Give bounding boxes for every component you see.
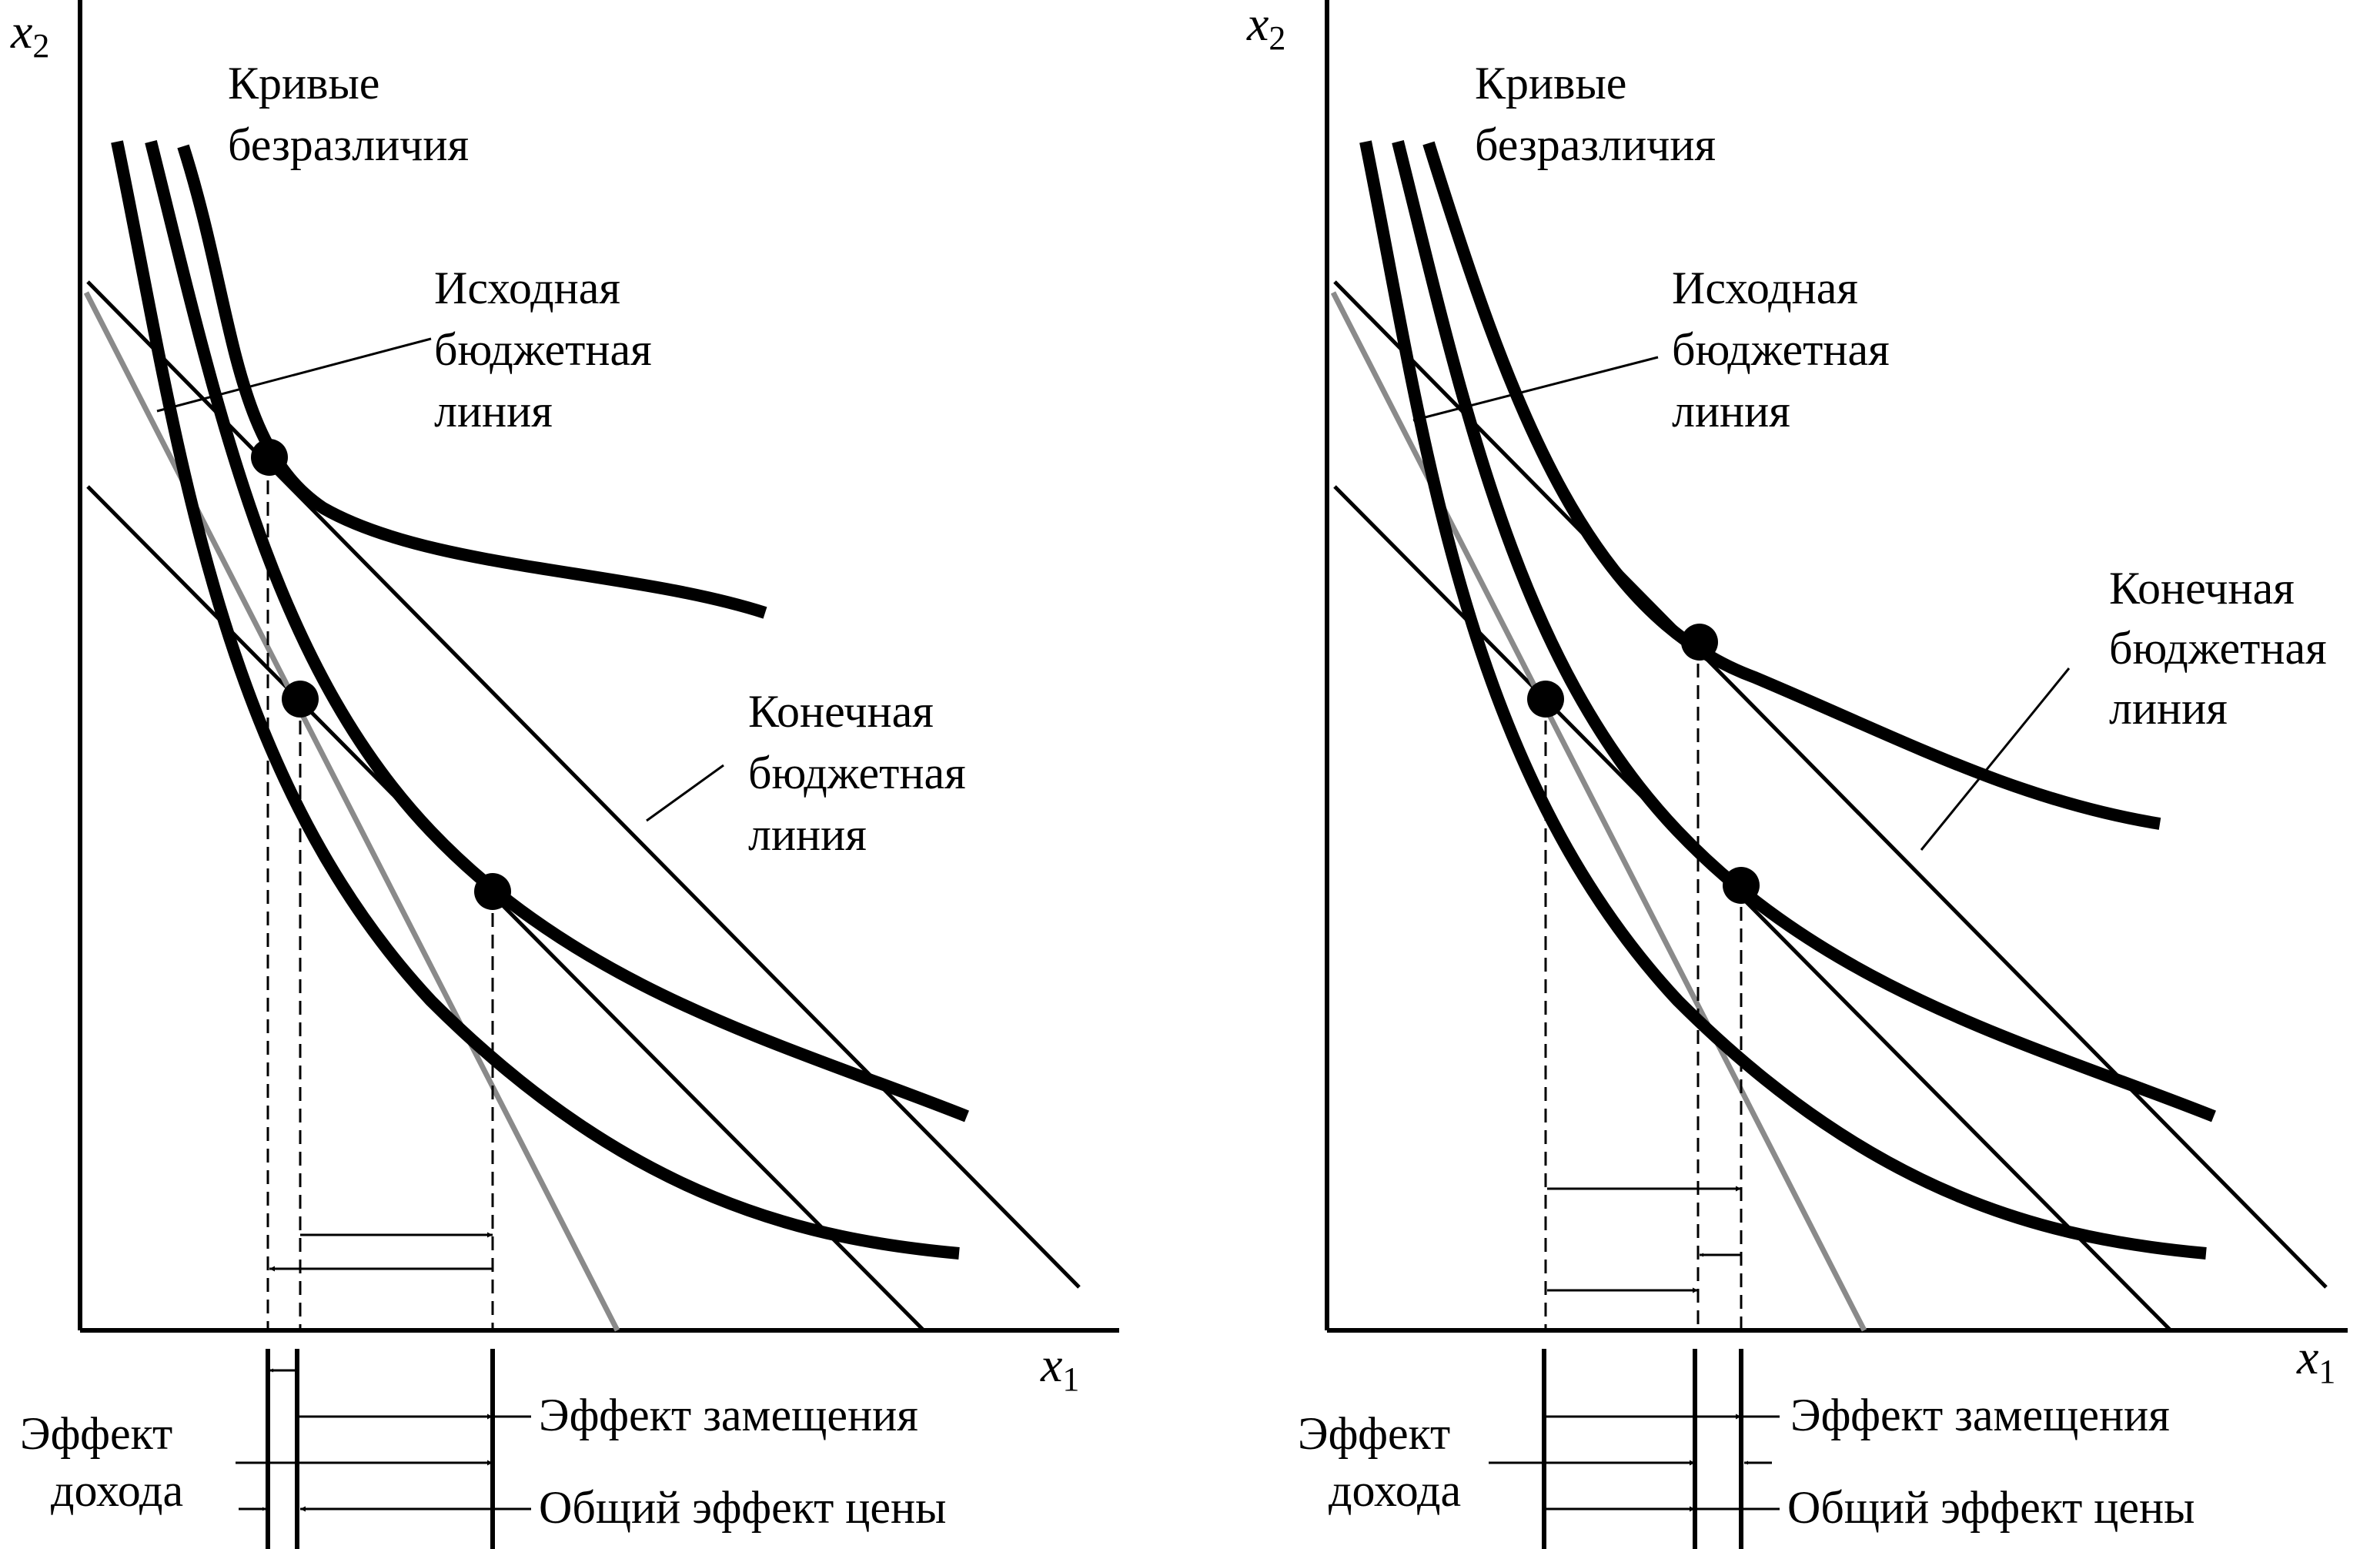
right-initial-budget-label-line1: Исходная — [1672, 263, 1858, 313]
right-final-budget-leader — [1920, 667, 2071, 851]
left-compensated-equilibrium-point — [282, 681, 319, 718]
left-indifference-label-line2: безразличия — [228, 119, 469, 170]
left-final-budget-label-line1: Конечная — [748, 686, 934, 737]
left-total-effect-label: Общий эффект цены — [539, 1482, 946, 1533]
left-x-axis-label: x1 — [1040, 1337, 1079, 1398]
right-initial-budget-leader — [1412, 356, 1659, 422]
left-initial-budget-leader — [156, 337, 432, 413]
right-income-effect-label-line1: Эффект — [1298, 1408, 1450, 1459]
right-final-budget-line — [1330, 291, 1867, 1332]
right-initial-budget-line — [1333, 280, 2328, 1289]
right-y-axis-label: x2 — [1246, 0, 1285, 57]
right-indifference-curve-3 — [1422, 141, 2161, 830]
right-substitution-effect-label: Эффект замещения — [1790, 1390, 2170, 1440]
left-income-effect-label-line2: дохода — [51, 1465, 183, 1516]
left-final-budget-line — [83, 291, 620, 1332]
right-initial-budget-label-line3: линия — [1672, 386, 1790, 437]
right-initial-budget-label-line2: бюджетная — [1672, 324, 1890, 375]
left-final-budget-label-line2: бюджетная — [748, 748, 966, 798]
right-initial-equilibrium-point — [1527, 681, 1564, 718]
left-indifference-curve-3 — [177, 144, 767, 619]
left-initial-budget-label-line3: линия — [434, 386, 553, 437]
left-indifference-label-line1: Кривые — [228, 58, 379, 109]
left-final-equilibrium-point — [474, 873, 511, 910]
right-income-effect-label-line2: дохода — [1329, 1465, 1461, 1516]
left-y-axis-label: x2 — [10, 4, 49, 65]
left-initial-budget-label-line1: Исходная — [434, 263, 620, 313]
left-substitution-effect-label: Эффект замещения — [539, 1390, 918, 1440]
left-final-budget-leader — [646, 764, 724, 822]
left-initial-equilibrium-point — [251, 439, 288, 476]
right-final-equilibrium-point — [1723, 867, 1760, 904]
left-initial-budget-label-line2: бюджетная — [434, 324, 652, 375]
right-total-effect-label: Общий эффект цены — [1787, 1482, 2194, 1533]
right-compensated-equilibrium-point — [1681, 624, 1718, 661]
right-indifference-curve-1 — [1359, 140, 2207, 1260]
left-indifference-curve-2 — [145, 140, 969, 1122]
right-indifference-label-line2: безразличия — [1475, 119, 1716, 170]
left-panel: x2 x1 Кривые безразличия Исходная бюджет… — [10, 0, 1119, 1549]
right-final-budget-label-line1: Конечная — [2109, 563, 2295, 614]
right-indifference-curve-2 — [1392, 140, 2216, 1122]
right-panel: x2 x1 Кривые безразличия Исходная бюджет… — [1246, 0, 2348, 1549]
right-x-axis-label: x1 — [2296, 1330, 2335, 1390]
right-indifference-label-line1: Кривые — [1475, 58, 1626, 109]
right-final-budget-label-line2: бюджетная — [2109, 623, 2327, 674]
left-compensated-budget-line — [86, 485, 925, 1332]
left-final-budget-label-line3: линия — [748, 809, 867, 860]
left-indifference-curve-1 — [111, 140, 960, 1260]
left-income-effect-label-line1: Эффект — [20, 1408, 172, 1459]
right-final-budget-label-line3: линия — [2109, 683, 2228, 734]
right-compensated-budget-line — [1333, 485, 2172, 1332]
